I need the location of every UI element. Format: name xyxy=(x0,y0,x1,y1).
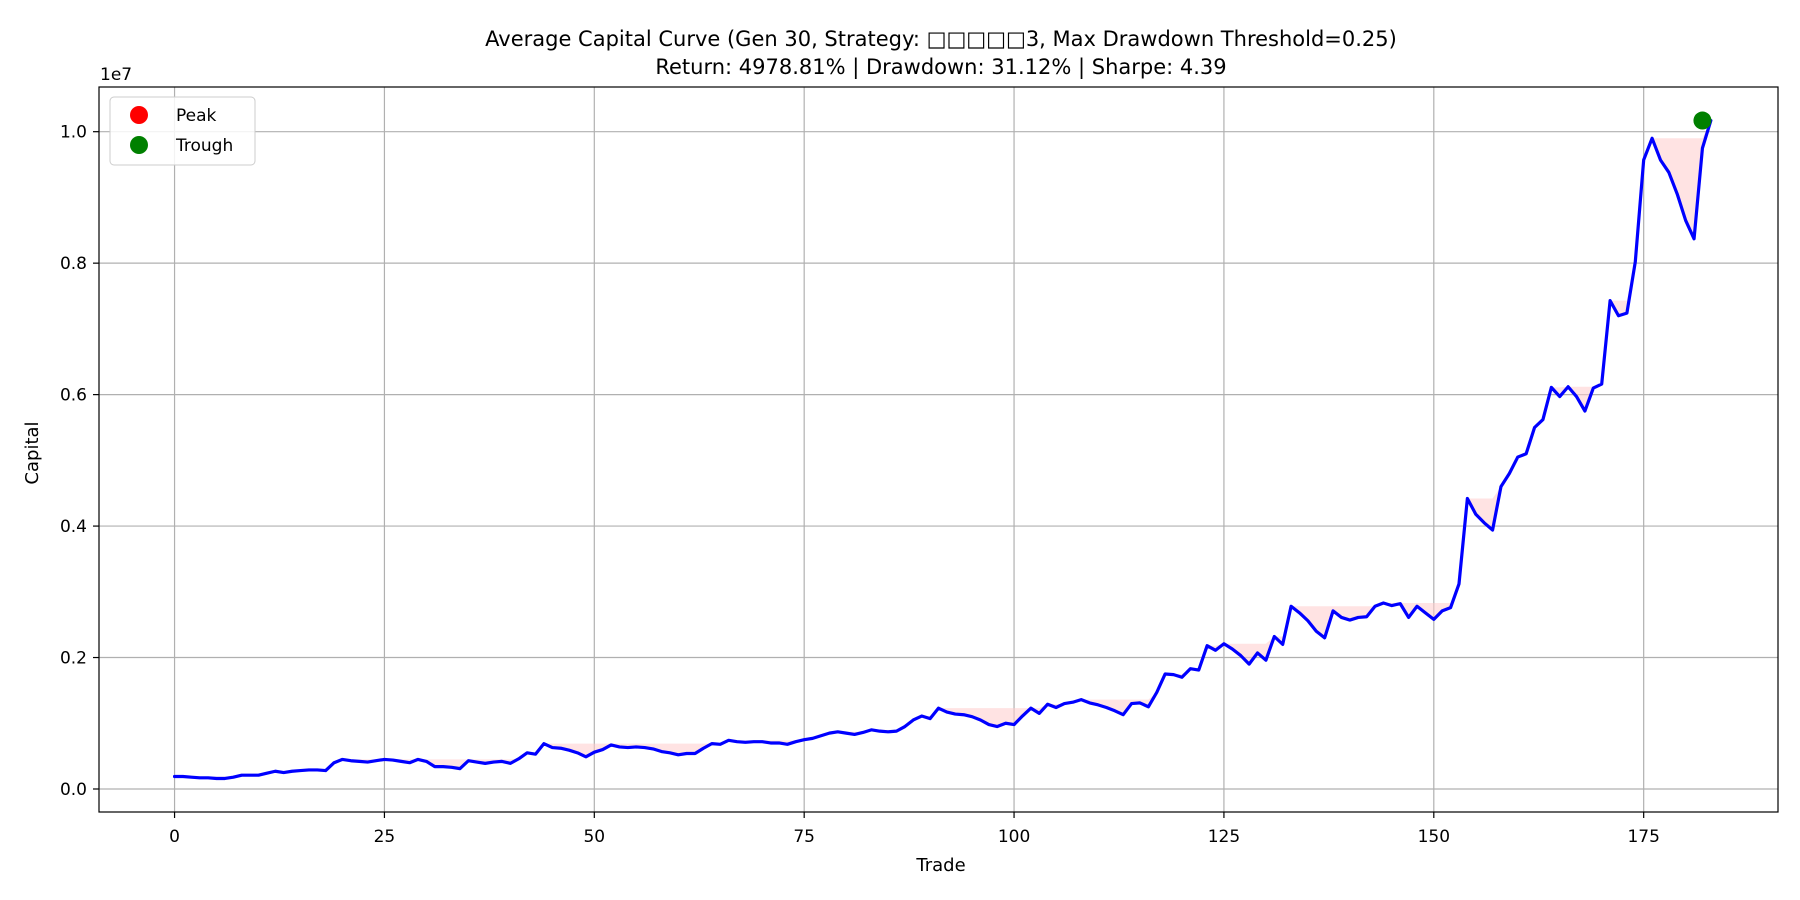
y-tick-label: 1.0 xyxy=(60,123,87,143)
y-axis-label: Capital xyxy=(22,421,43,484)
x-axis-ticks: 0 25 50 75 100 125 150 175 xyxy=(169,812,1660,847)
drawdown-area xyxy=(174,120,1711,779)
x-tick-label: 0 xyxy=(169,827,180,847)
legend-label-trough: Trough xyxy=(175,136,233,156)
chart-subtitle: Return: 4978.81% | Drawdown: 31.12% | Sh… xyxy=(655,55,1226,80)
y-tick-label: 0.0 xyxy=(60,780,87,800)
legend: Peak Trough xyxy=(109,96,256,166)
y-offset-label: 1e7 xyxy=(100,65,132,85)
x-tick-label: 125 xyxy=(1208,827,1240,847)
y-tick-label: 0.4 xyxy=(60,517,87,537)
y-tick-label: 0.6 xyxy=(60,386,87,406)
trough-point xyxy=(1693,111,1712,130)
x-tick-label: 100 xyxy=(998,827,1030,847)
x-axis-label: Trade xyxy=(915,855,965,876)
legend-marker-trough xyxy=(130,136,148,154)
grid xyxy=(99,87,1778,812)
x-tick-label: 175 xyxy=(1627,827,1659,847)
y-tick-label: 0.8 xyxy=(60,254,87,274)
x-tick-label: 50 xyxy=(583,827,605,847)
chart-title: Average Capital Curve (Gen 30, Strategy:… xyxy=(485,27,1397,51)
drawdown-fill xyxy=(174,120,1711,779)
x-tick-label: 25 xyxy=(374,827,396,847)
y-tick-label: 0.2 xyxy=(60,649,87,669)
legend-label-peak: Peak xyxy=(176,106,217,126)
legend-marker-peak xyxy=(130,106,148,124)
capital-line xyxy=(172,118,1713,781)
markers xyxy=(1693,111,1712,130)
y-axis-ticks: 0.0 0.2 0.4 0.6 0.8 1.0 xyxy=(60,123,99,800)
capital-series xyxy=(172,118,1713,781)
plot-frame xyxy=(98,86,1779,813)
x-tick-label: 150 xyxy=(1418,827,1450,847)
x-tick-label: 75 xyxy=(793,827,815,847)
